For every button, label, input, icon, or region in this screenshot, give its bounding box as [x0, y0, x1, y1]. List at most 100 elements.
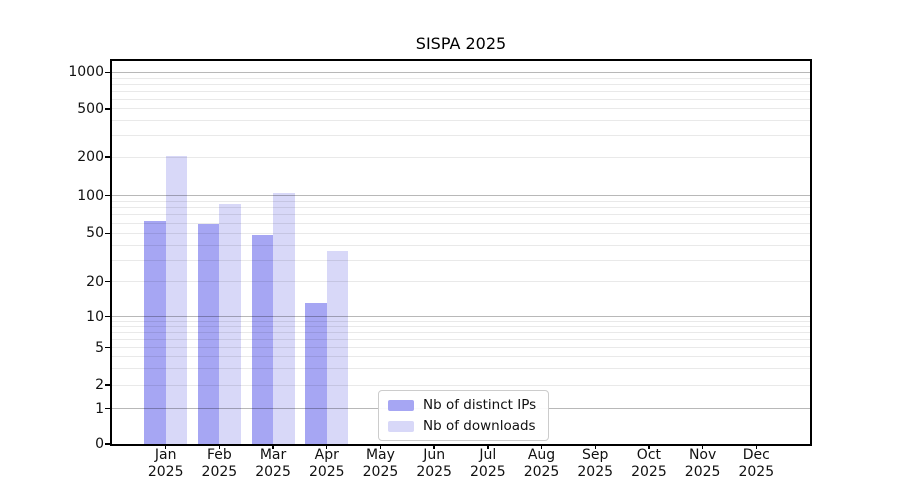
x-tick-label: Dec 2025 — [738, 447, 774, 481]
x-tick-month: Apr — [314, 447, 339, 463]
x-tick-year: 2025 — [147, 464, 184, 480]
y-tick-mark — [105, 347, 110, 349]
bar-downloads-apr — [326, 250, 349, 444]
x-tick-year: 2025 — [416, 464, 452, 480]
x-tick-label: Sep 2025 — [577, 447, 613, 481]
y-axis-labels: 0 1 2 5 10 20 50 100 200 500 1000 — [0, 61, 104, 452]
x-tick-year: 2025 — [684, 464, 721, 480]
x-tick-label: May 2025 — [363, 447, 399, 481]
x-tick-year: 2025 — [362, 464, 399, 480]
x-tick-mark — [594, 444, 596, 449]
gridline-minor — [112, 156, 810, 158]
x-tick-year: 2025 — [308, 464, 345, 480]
legend-label: Nb of distinct IPs — [423, 397, 537, 413]
y-tick-mark — [105, 443, 110, 445]
x-axis-labels: Jan 2025 Feb 2025 Mar 2025 Apr 2025 May 2025 Jun 20… — [112, 447, 810, 487]
legend-swatch-downloads — [388, 420, 414, 432]
x-tick-month: Sep — [582, 447, 609, 463]
gridline-minor — [112, 83, 810, 85]
x-tick-label: Oct 2025 — [631, 447, 667, 481]
x-tick-label: Mar 2025 — [255, 447, 291, 481]
x-tick-label: Jul 2025 — [470, 447, 506, 481]
x-tick-label: Apr 2025 — [309, 447, 345, 481]
x-tick-month: Dec — [742, 447, 770, 463]
x-tick-month: May — [365, 447, 395, 463]
bar-downloads-jan — [165, 155, 188, 444]
bar-distinct-ips-feb — [197, 224, 220, 444]
bar-distinct-ips-mar — [251, 235, 274, 444]
gridline-minor — [112, 135, 810, 137]
gridline-major — [112, 71, 810, 73]
x-tick-mark — [540, 444, 543, 449]
x-tick-label: Aug 2025 — [524, 447, 560, 481]
bar-downloads-mar — [273, 193, 295, 444]
x-tick-month: Jan — [154, 447, 177, 463]
plot-area — [105, 59, 812, 449]
x-tick-mark — [272, 444, 274, 449]
x-tick-month: Jun — [423, 447, 446, 463]
y-tick-mark — [105, 407, 110, 410]
x-tick-month: Jul — [479, 447, 497, 463]
y-tick-label: 10 — [86, 308, 104, 325]
chart-title: SISPA 2025 — [415, 34, 507, 53]
y-tick-mark — [105, 108, 110, 110]
y-tick-mark — [105, 280, 110, 283]
y-tick-label: 50 — [86, 225, 104, 242]
y-tick-label: 1 — [95, 400, 104, 417]
x-tick-label: Nov 2025 — [685, 447, 721, 481]
y-tick-label: 200 — [77, 149, 104, 166]
x-tick-month: Aug — [527, 447, 556, 463]
x-tick-label: Jun 2025 — [416, 447, 452, 481]
x-tick-year: 2025 — [470, 464, 506, 480]
gridline-minor — [112, 120, 810, 122]
gridline-minor — [112, 108, 810, 110]
x-tick-year: 2025 — [631, 464, 667, 480]
x-tick-year: 2025 — [577, 464, 614, 480]
legend-label: Nb of downloads — [423, 418, 536, 434]
x-tick-month: Nov — [688, 447, 717, 463]
y-tick-mark — [105, 232, 110, 234]
bar-distinct-ips-apr — [305, 303, 327, 444]
x-tick-month: Oct — [636, 447, 662, 463]
x-tick-mark — [648, 444, 650, 449]
x-tick-year: 2025 — [523, 464, 560, 480]
y-tick-label: 0 — [95, 436, 104, 452]
y-tick-label: 2 — [95, 377, 104, 394]
y-tick-mark — [105, 156, 110, 158]
y-tick-mark — [105, 194, 110, 197]
legend-entry: Nb of downloads — [388, 418, 536, 434]
gridline-minor — [112, 214, 810, 216]
bar-distinct-ips-jan — [144, 220, 166, 444]
x-tick-mark — [218, 444, 221, 449]
x-tick-mark — [701, 444, 704, 449]
x-tick-mark — [326, 444, 328, 449]
gridline-minor — [112, 200, 810, 202]
legend-entry: Nb of distinct IPs — [388, 397, 536, 413]
legend-swatch-distinct-ips — [388, 399, 414, 411]
x-tick-mark — [379, 444, 382, 449]
y-tick-mark — [105, 71, 110, 74]
x-tick-mark — [164, 444, 167, 449]
bar-downloads-feb — [219, 204, 241, 444]
y-tick-mark — [105, 384, 110, 386]
x-tick-mark — [755, 444, 757, 449]
gridline-major — [112, 195, 810, 196]
x-tick-month: Mar — [259, 447, 287, 463]
x-tick-year: 2025 — [255, 464, 291, 480]
x-tick-mark — [433, 444, 435, 449]
y-tick-label: 100 — [77, 187, 104, 204]
y-tick-label: 500 — [77, 100, 104, 117]
gridline-minor — [112, 98, 810, 100]
x-tick-label: Feb 2025 — [202, 447, 238, 481]
x-tick-year: 2025 — [738, 464, 775, 480]
gridline-minor — [112, 90, 810, 92]
gridline-minor — [112, 207, 810, 209]
x-tick-mark — [487, 444, 489, 449]
y-tick-label: 1000 — [68, 64, 104, 81]
x-tick-year: 2025 — [201, 464, 238, 480]
legend: Nb of distinct IPs Nb of downloads — [378, 390, 550, 441]
x-tick-month: Feb — [206, 447, 232, 463]
y-tick-label: 20 — [86, 273, 104, 290]
gridline-minor — [112, 77, 810, 79]
